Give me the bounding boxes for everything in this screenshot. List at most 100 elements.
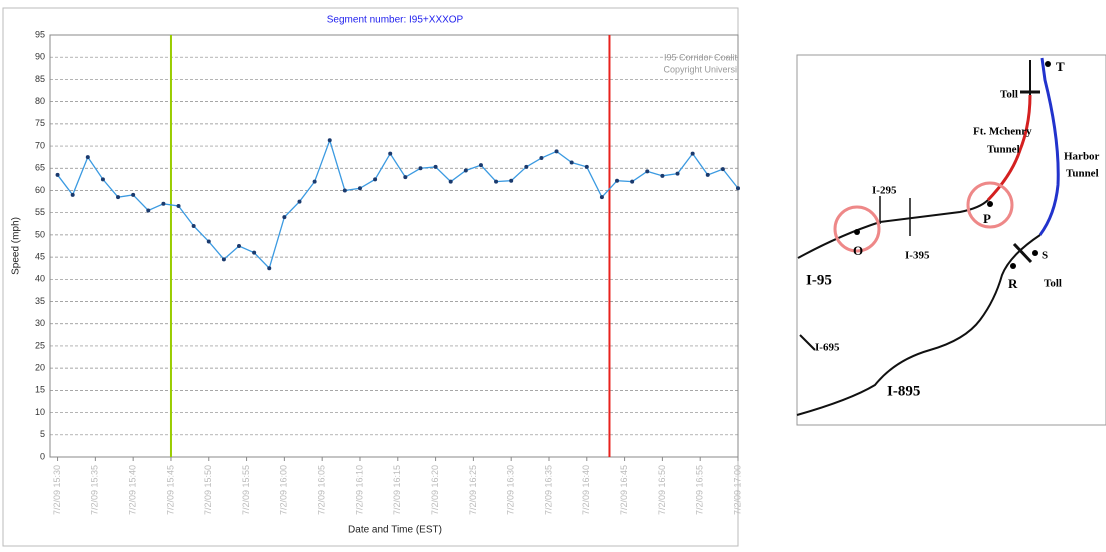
data-point	[116, 195, 121, 200]
map-label: Tunnel	[1066, 168, 1099, 180]
y-tick-label: 55	[35, 207, 45, 217]
highlight	[833, 205, 881, 253]
x-tick-label: 7/2/09 16:55	[695, 465, 705, 515]
data-point	[221, 257, 226, 262]
data-point	[494, 179, 499, 184]
y-tick-label: 30	[35, 318, 45, 328]
map-label: I-895	[887, 383, 920, 399]
road-marker	[879, 196, 911, 236]
y-tick-label: 5	[40, 429, 45, 439]
x-tick-label: 7/2/09 16:15	[392, 465, 402, 515]
data-point	[100, 177, 105, 182]
map-label: T	[1056, 59, 1065, 74]
map-label: Harbor	[1064, 151, 1100, 163]
data-point	[448, 179, 453, 184]
y-tick-label: 70	[35, 140, 45, 150]
data-point	[630, 179, 635, 184]
y-tick-label: 15	[35, 385, 45, 395]
data-point	[388, 151, 393, 156]
y-tick-label: 95	[35, 29, 45, 39]
x-tick-label: 7/2/09 16:40	[581, 465, 591, 515]
highlight	[966, 181, 1014, 229]
y-tick-label: 90	[35, 52, 45, 62]
data-point	[357, 186, 362, 191]
road	[796, 234, 1041, 416]
point	[987, 201, 993, 207]
data-point	[252, 250, 257, 255]
tunnel	[1038, 57, 1060, 236]
road	[799, 334, 816, 351]
series-line	[57, 138, 739, 270]
x-tick-label: 7/2/09 16:30	[506, 465, 516, 515]
map-label: Toll	[1044, 278, 1062, 290]
data-point	[146, 208, 151, 213]
data-point	[463, 168, 468, 173]
watermark: Copyright Universi	[663, 64, 737, 74]
data-point	[736, 186, 740, 191]
map-label: I-95	[806, 272, 832, 288]
data-point	[312, 179, 317, 184]
y-tick-label: 10	[35, 407, 45, 417]
y-axis-label: Speed (mph)	[11, 217, 22, 275]
data-point	[206, 239, 211, 244]
point	[854, 229, 860, 235]
x-tick-label: 7/2/09 16:25	[468, 465, 478, 515]
x-tick-label: 7/2/09 15:30	[52, 465, 62, 515]
data-point	[539, 156, 544, 161]
map-label: Ft. Mchenry	[973, 126, 1032, 138]
map: T Toll Ft. Mchenry Tunnel Harbor Tunnel …	[796, 54, 1106, 426]
x-tick-label: 7/2/09 15:55	[241, 465, 251, 515]
data-point	[342, 188, 347, 193]
y-tick-label: 75	[35, 118, 45, 128]
map-label: S	[1042, 250, 1048, 262]
y-tick-label: 40	[35, 274, 45, 284]
map-label: I-295	[872, 185, 897, 197]
data-point	[509, 178, 514, 183]
toll	[1012, 90, 1040, 264]
data-point	[569, 160, 574, 165]
data-point	[176, 204, 181, 209]
data-point	[267, 266, 272, 271]
data-point	[554, 149, 559, 154]
y-tick-label: 60	[35, 185, 45, 195]
data-point	[161, 201, 166, 206]
point	[1032, 250, 1038, 256]
x-tick-label: 7/2/09 16:50	[657, 465, 667, 515]
data-point	[660, 173, 665, 178]
x-tick-label: 7/2/09 16:10	[354, 465, 364, 515]
x-tick-label: 7/2/09 15:35	[90, 465, 100, 515]
data-point	[615, 178, 620, 183]
data-point	[418, 166, 423, 171]
x-tick-label: 7/2/09 17:00	[732, 465, 742, 515]
x-tick-label: 7/2/09 16:45	[619, 465, 629, 515]
data-point	[131, 192, 136, 197]
map-frame	[796, 54, 1106, 426]
map-label: I-395	[905, 250, 930, 262]
data-point	[297, 199, 302, 204]
y-tick-label: 25	[35, 340, 45, 350]
x-tick-label: 7/2/09 15:50	[203, 465, 213, 515]
data-point	[282, 215, 287, 220]
data-point	[524, 164, 529, 169]
point	[1010, 263, 1016, 269]
y-tick-label: 45	[35, 251, 45, 261]
data-point	[85, 155, 90, 160]
points	[854, 61, 1051, 269]
data-point	[191, 224, 196, 229]
x-tick-label: 7/2/09 16:20	[430, 465, 440, 515]
x-tick-label: 7/2/09 16:35	[543, 465, 553, 515]
y-tick-label: 80	[35, 96, 45, 106]
data-point	[373, 177, 378, 182]
map-label: Tunnel	[987, 144, 1020, 156]
data-point	[55, 172, 60, 177]
data-point	[327, 138, 332, 143]
map-label: R	[1008, 276, 1018, 291]
data-point	[599, 195, 604, 200]
y-tick-label: 35	[35, 296, 45, 306]
x-tick-label: 7/2/09 16:00	[279, 465, 289, 515]
data-point	[478, 163, 483, 168]
y-tick-label: 20	[35, 363, 45, 373]
x-tick-label: 7/2/09 15:45	[165, 465, 175, 515]
